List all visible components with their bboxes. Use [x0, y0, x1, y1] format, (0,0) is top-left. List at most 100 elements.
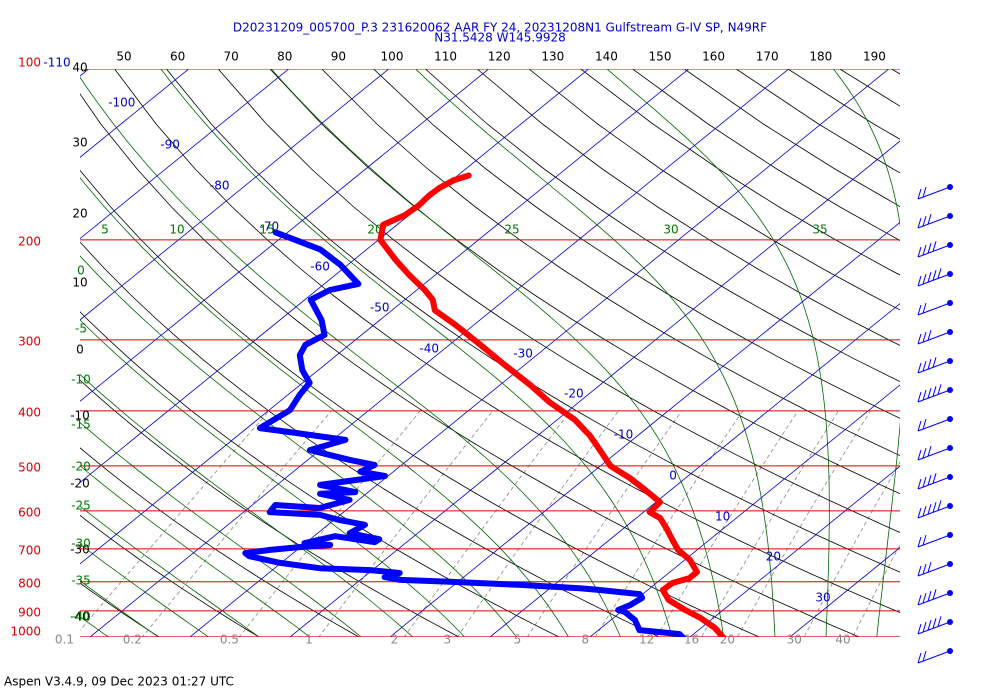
- dry-adiabat: [891, 69, 900, 75]
- wind-barb: [917, 416, 953, 432]
- dry-adiabat: [839, 69, 900, 107]
- wind-barb: [917, 268, 953, 287]
- barb-flag: [917, 275, 922, 287]
- barb-flag: [917, 420, 922, 432]
- top-label: 80: [277, 50, 292, 64]
- moist-adiabat: [80, 177, 570, 637]
- barb-staff: [917, 534, 951, 548]
- barb-flag: [937, 268, 942, 279]
- top-label: 170: [756, 50, 779, 64]
- mixing-ratio-label: 12: [639, 633, 654, 647]
- barb-flag: [917, 333, 922, 345]
- wet-bulb-label: 35: [812, 223, 827, 237]
- chart-subtitle: N31.5428 W145.9928: [434, 31, 566, 45]
- isotherm-label: -50: [370, 301, 390, 315]
- moist-adiabat: [80, 505, 260, 637]
- dry-adiabat: [269, 69, 900, 495]
- dry-adiabat: [80, 582, 160, 637]
- barb-staff: [917, 215, 951, 229]
- wind-barb: [917, 300, 953, 316]
- pressure-label: 400: [18, 405, 41, 419]
- barb-flag: [932, 270, 937, 281]
- moist-adiabat: [80, 319, 466, 637]
- barb-flag: [932, 241, 937, 252]
- wet-bulb-label: -25: [71, 499, 91, 513]
- mixing-ratio-label: 1: [305, 633, 313, 647]
- dry-adiabat: [80, 169, 761, 637]
- dry-adiabat: [114, 69, 900, 614]
- top-label: 90: [331, 50, 346, 64]
- isotherm: [80, 69, 690, 565]
- mixing-ratio-label: 8: [582, 633, 590, 647]
- isotherm-label: 20: [766, 550, 781, 564]
- barb-flag: [927, 272, 932, 283]
- barb-flag: [917, 565, 922, 577]
- isotherm-label: -20: [564, 387, 584, 401]
- mixing-ratio-line: [403, 410, 571, 637]
- wind-barb: [917, 384, 953, 403]
- isotherm-label: -60: [310, 260, 330, 274]
- wet-bulb-label: 15: [259, 223, 274, 237]
- pressure-label: 200: [18, 234, 41, 248]
- dry-adiabat: [0, 69, 76, 649]
- wet-bulb-label: -10: [71, 373, 91, 387]
- barb-flag: [932, 357, 937, 368]
- moist-adiabat: [80, 580, 160, 637]
- isotherm: [80, 69, 290, 240]
- barb-staff: [917, 186, 951, 200]
- barb-staff: [917, 418, 951, 432]
- mixing-ratio-label: 0.2: [123, 633, 142, 647]
- wind-barb: [917, 213, 953, 229]
- barb-flag: [917, 391, 922, 403]
- pressure-label: 800: [18, 576, 41, 590]
- dry-adiabat: [787, 69, 900, 140]
- barb-flag: [922, 360, 927, 372]
- barb-flag: [922, 186, 927, 198]
- top-label: 160: [702, 50, 725, 64]
- barb-flag: [922, 505, 927, 517]
- barb-flag: [937, 384, 942, 395]
- left-label: -10: [70, 409, 90, 423]
- barb-flag: [932, 473, 937, 484]
- dry-adiabat: [321, 69, 900, 457]
- left-label: -20: [70, 477, 90, 491]
- left-label: 0: [76, 343, 84, 357]
- wind-barb: [917, 473, 953, 490]
- pressure-label: 100: [18, 56, 41, 70]
- left-label: 10: [72, 276, 87, 290]
- moist-adiabat: [415, 69, 776, 637]
- isotherm: [89, 69, 790, 637]
- mixing-ratio-line: [318, 410, 494, 637]
- isotherm: [80, 69, 390, 321]
- mixing-ratio-label: 2: [391, 633, 399, 647]
- wind-barb: [917, 241, 953, 258]
- mixing-ratio-label: 0.1: [55, 633, 74, 647]
- pressure-label: 600: [18, 505, 41, 519]
- wet-bulb-label: -35: [71, 574, 91, 588]
- barb-flag: [937, 616, 942, 627]
- barb-flag: [917, 507, 922, 519]
- isotherm: [289, 140, 900, 637]
- barb-flag: [917, 594, 922, 606]
- barb-flag: [917, 188, 922, 200]
- isotherm-label: -90: [160, 138, 180, 152]
- left-label: 40: [72, 61, 87, 75]
- left-label: -40: [70, 610, 90, 624]
- mixing-ratio-line: [456, 410, 619, 637]
- moist-adiabat: [80, 373, 414, 637]
- barb-flag: [927, 243, 932, 254]
- isotherm: [689, 465, 900, 637]
- barb-flag: [927, 214, 932, 225]
- barb-flag: [927, 591, 932, 602]
- moist-adiabat: [80, 543, 210, 637]
- isotherm-label: -100: [108, 96, 135, 110]
- wet-bulb-label: -40: [71, 610, 91, 624]
- wind-barb: [917, 648, 953, 664]
- isotherm-label: -40: [419, 342, 439, 356]
- isotherm: [189, 69, 890, 637]
- wet-bulb-label: 5: [101, 223, 109, 237]
- isotherm: [789, 547, 900, 637]
- wind-barb: [917, 500, 953, 519]
- dry-adiabat: [80, 447, 360, 637]
